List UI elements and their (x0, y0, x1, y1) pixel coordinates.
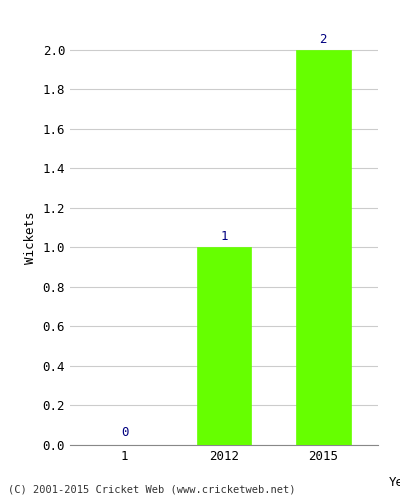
Text: Year: Year (389, 476, 400, 488)
Bar (197, 248, 251, 445)
Text: 1: 1 (220, 230, 228, 243)
Text: (C) 2001-2015 Cricket Web (www.cricketweb.net): (C) 2001-2015 Cricket Web (www.cricketwe… (8, 485, 296, 495)
Text: 2: 2 (320, 33, 327, 46)
Text: 0: 0 (121, 426, 128, 439)
Y-axis label: Wickets: Wickets (24, 211, 37, 264)
Bar (296, 50, 351, 445)
